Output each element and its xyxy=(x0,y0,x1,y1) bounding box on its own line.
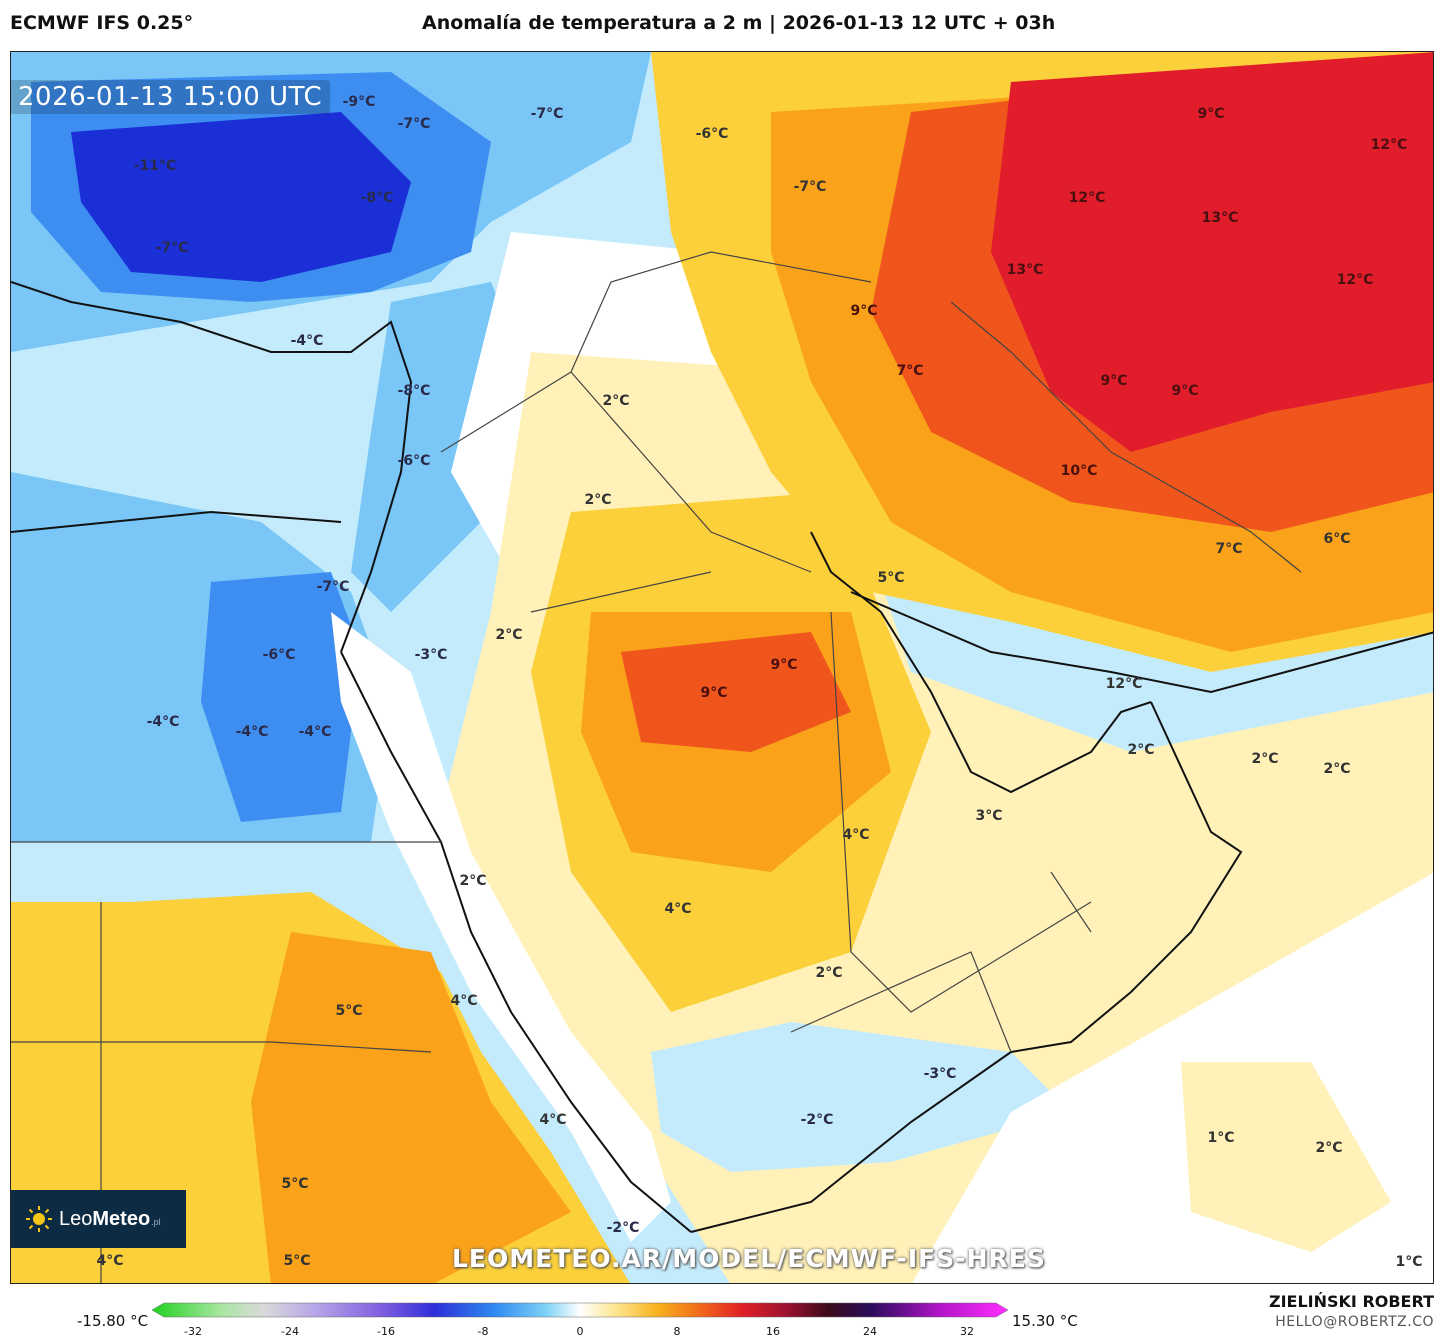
temp-label: -7°C xyxy=(793,179,827,195)
temp-label: 13°C xyxy=(1201,210,1239,226)
darkest-blue-core xyxy=(71,112,411,282)
temp-label: 9°C xyxy=(770,657,798,673)
colorbar-tick: 32 xyxy=(960,1325,974,1338)
temp-label: 4°C xyxy=(96,1253,124,1269)
temp-label: 2°C xyxy=(495,627,523,643)
temp-label: 4°C xyxy=(842,827,870,843)
map-title: Anomalía de temperatura a 2 m | 2026-01-… xyxy=(422,12,1056,34)
temp-label: -8°C xyxy=(397,383,431,399)
author-email[interactable]: HELLO@ROBERTZ.CO xyxy=(1275,1314,1434,1330)
map-canvas xyxy=(11,52,1433,1283)
temp-label: 9°C xyxy=(700,685,728,701)
temp-label: 9°C xyxy=(850,303,878,319)
warm-africa-core xyxy=(251,932,571,1283)
cold-egypt-core xyxy=(201,572,361,822)
temp-label: 2°C xyxy=(815,965,843,981)
colorbar-tick: 8 xyxy=(673,1325,681,1338)
colorbar-ticks: -32 -24 -16 -8 0 8 16 24 32 xyxy=(0,1325,1444,1339)
colorbar-min-label: -15.80 °C xyxy=(77,1312,149,1330)
temp-label: 12°C xyxy=(1105,676,1143,692)
temp-label: -4°C xyxy=(235,724,269,740)
temp-label: 2°C xyxy=(1323,761,1351,777)
temp-label: 9°C xyxy=(1197,106,1225,122)
temp-label: 2°C xyxy=(1315,1140,1343,1156)
model-name: ECMWF IFS 0.25° xyxy=(10,12,194,34)
temp-label: 1°C xyxy=(1395,1254,1423,1270)
temp-label: 10°C xyxy=(1060,463,1098,479)
cool-yemen xyxy=(651,1022,1071,1172)
hot-core-arabia xyxy=(621,632,851,752)
valid-time-badge: 2026-01-13 15:00 UTC xyxy=(10,80,331,114)
temp-label: 12°C xyxy=(1370,137,1408,153)
temp-label: -11°C xyxy=(133,158,177,174)
temp-label: 5°C xyxy=(281,1176,309,1192)
temp-label: 13°C xyxy=(1006,262,1044,278)
temp-label: 2°C xyxy=(1127,742,1155,758)
colorbar-tick: 16 xyxy=(766,1325,780,1338)
temp-label: -4°C xyxy=(290,333,324,349)
temp-label: 4°C xyxy=(450,993,478,1009)
temp-label: -6°C xyxy=(397,453,431,469)
colorbar-tick: 0 xyxy=(576,1325,584,1338)
author-credit: ZIELIŃSKI ROBERT xyxy=(1268,1292,1434,1311)
colorbar-tick: -16 xyxy=(377,1325,395,1338)
temp-label: 6°C xyxy=(1323,531,1351,547)
coastlines xyxy=(11,281,1433,1233)
temp-label: 2°C xyxy=(584,492,612,508)
temp-label: 3°C xyxy=(975,808,1003,824)
temp-label: 2°C xyxy=(1251,751,1279,767)
temperature-anomaly-map[interactable]: -9°C -7°C -7°C -11°C -8°C -7°C -6°C -7°C… xyxy=(10,51,1434,1284)
temp-label: 7°C xyxy=(1215,541,1243,557)
temp-label: -7°C xyxy=(530,106,564,122)
temp-label: 5°C xyxy=(877,570,905,586)
colorbar-max-label: 15.30 °C xyxy=(1012,1312,1078,1330)
sun-icon xyxy=(26,1206,52,1232)
temp-label: -6°C xyxy=(262,647,296,663)
temp-label: 5°C xyxy=(283,1253,311,1269)
temp-label: -4°C xyxy=(298,724,332,740)
colorbar-tick: -24 xyxy=(281,1325,299,1338)
temp-label: -9°C xyxy=(342,94,376,110)
temp-label: 5°C xyxy=(335,1003,363,1019)
temp-label: -7°C xyxy=(316,579,350,595)
watermark-url: LEOMETEO.AR/MODEL/ECMWF-IFS-HRES xyxy=(452,1244,1046,1273)
temp-label: 12°C xyxy=(1336,272,1374,288)
temp-label: 2°C xyxy=(602,393,630,409)
temp-label: -3°C xyxy=(414,647,448,663)
hotter-iran xyxy=(991,52,1433,452)
temp-label: -2°C xyxy=(606,1220,640,1236)
temp-label: 4°C xyxy=(539,1112,567,1128)
temp-label: -7°C xyxy=(397,116,431,132)
temp-label: 2°C xyxy=(459,873,487,889)
temp-label: -3°C xyxy=(923,1066,957,1082)
colorbar-tick: -8 xyxy=(477,1325,489,1338)
colorbar-tick: -32 xyxy=(184,1325,202,1338)
colorbar xyxy=(152,1302,1008,1318)
temp-label: -4°C xyxy=(146,714,180,730)
temp-label: 9°C xyxy=(1100,373,1128,389)
temp-label: 9°C xyxy=(1171,383,1199,399)
pale-warm-sea-patch xyxy=(1181,1062,1391,1252)
logo-text: LeoMeteo.pl xyxy=(59,1207,161,1230)
temp-label: 7°C xyxy=(896,363,924,379)
cool-red-sea xyxy=(331,612,671,1242)
temp-label: -2°C xyxy=(800,1112,834,1128)
leometeo-logo[interactable]: LeoMeteo.pl xyxy=(11,1190,186,1248)
temp-label: 1°C xyxy=(1207,1130,1235,1146)
temp-label: -6°C xyxy=(695,126,729,142)
temp-label: 4°C xyxy=(664,901,692,917)
temp-label: -7°C xyxy=(155,240,189,256)
temp-label: -8°C xyxy=(360,190,394,206)
colorbar-tick: 24 xyxy=(863,1325,877,1338)
temp-label: 12°C xyxy=(1068,190,1106,206)
